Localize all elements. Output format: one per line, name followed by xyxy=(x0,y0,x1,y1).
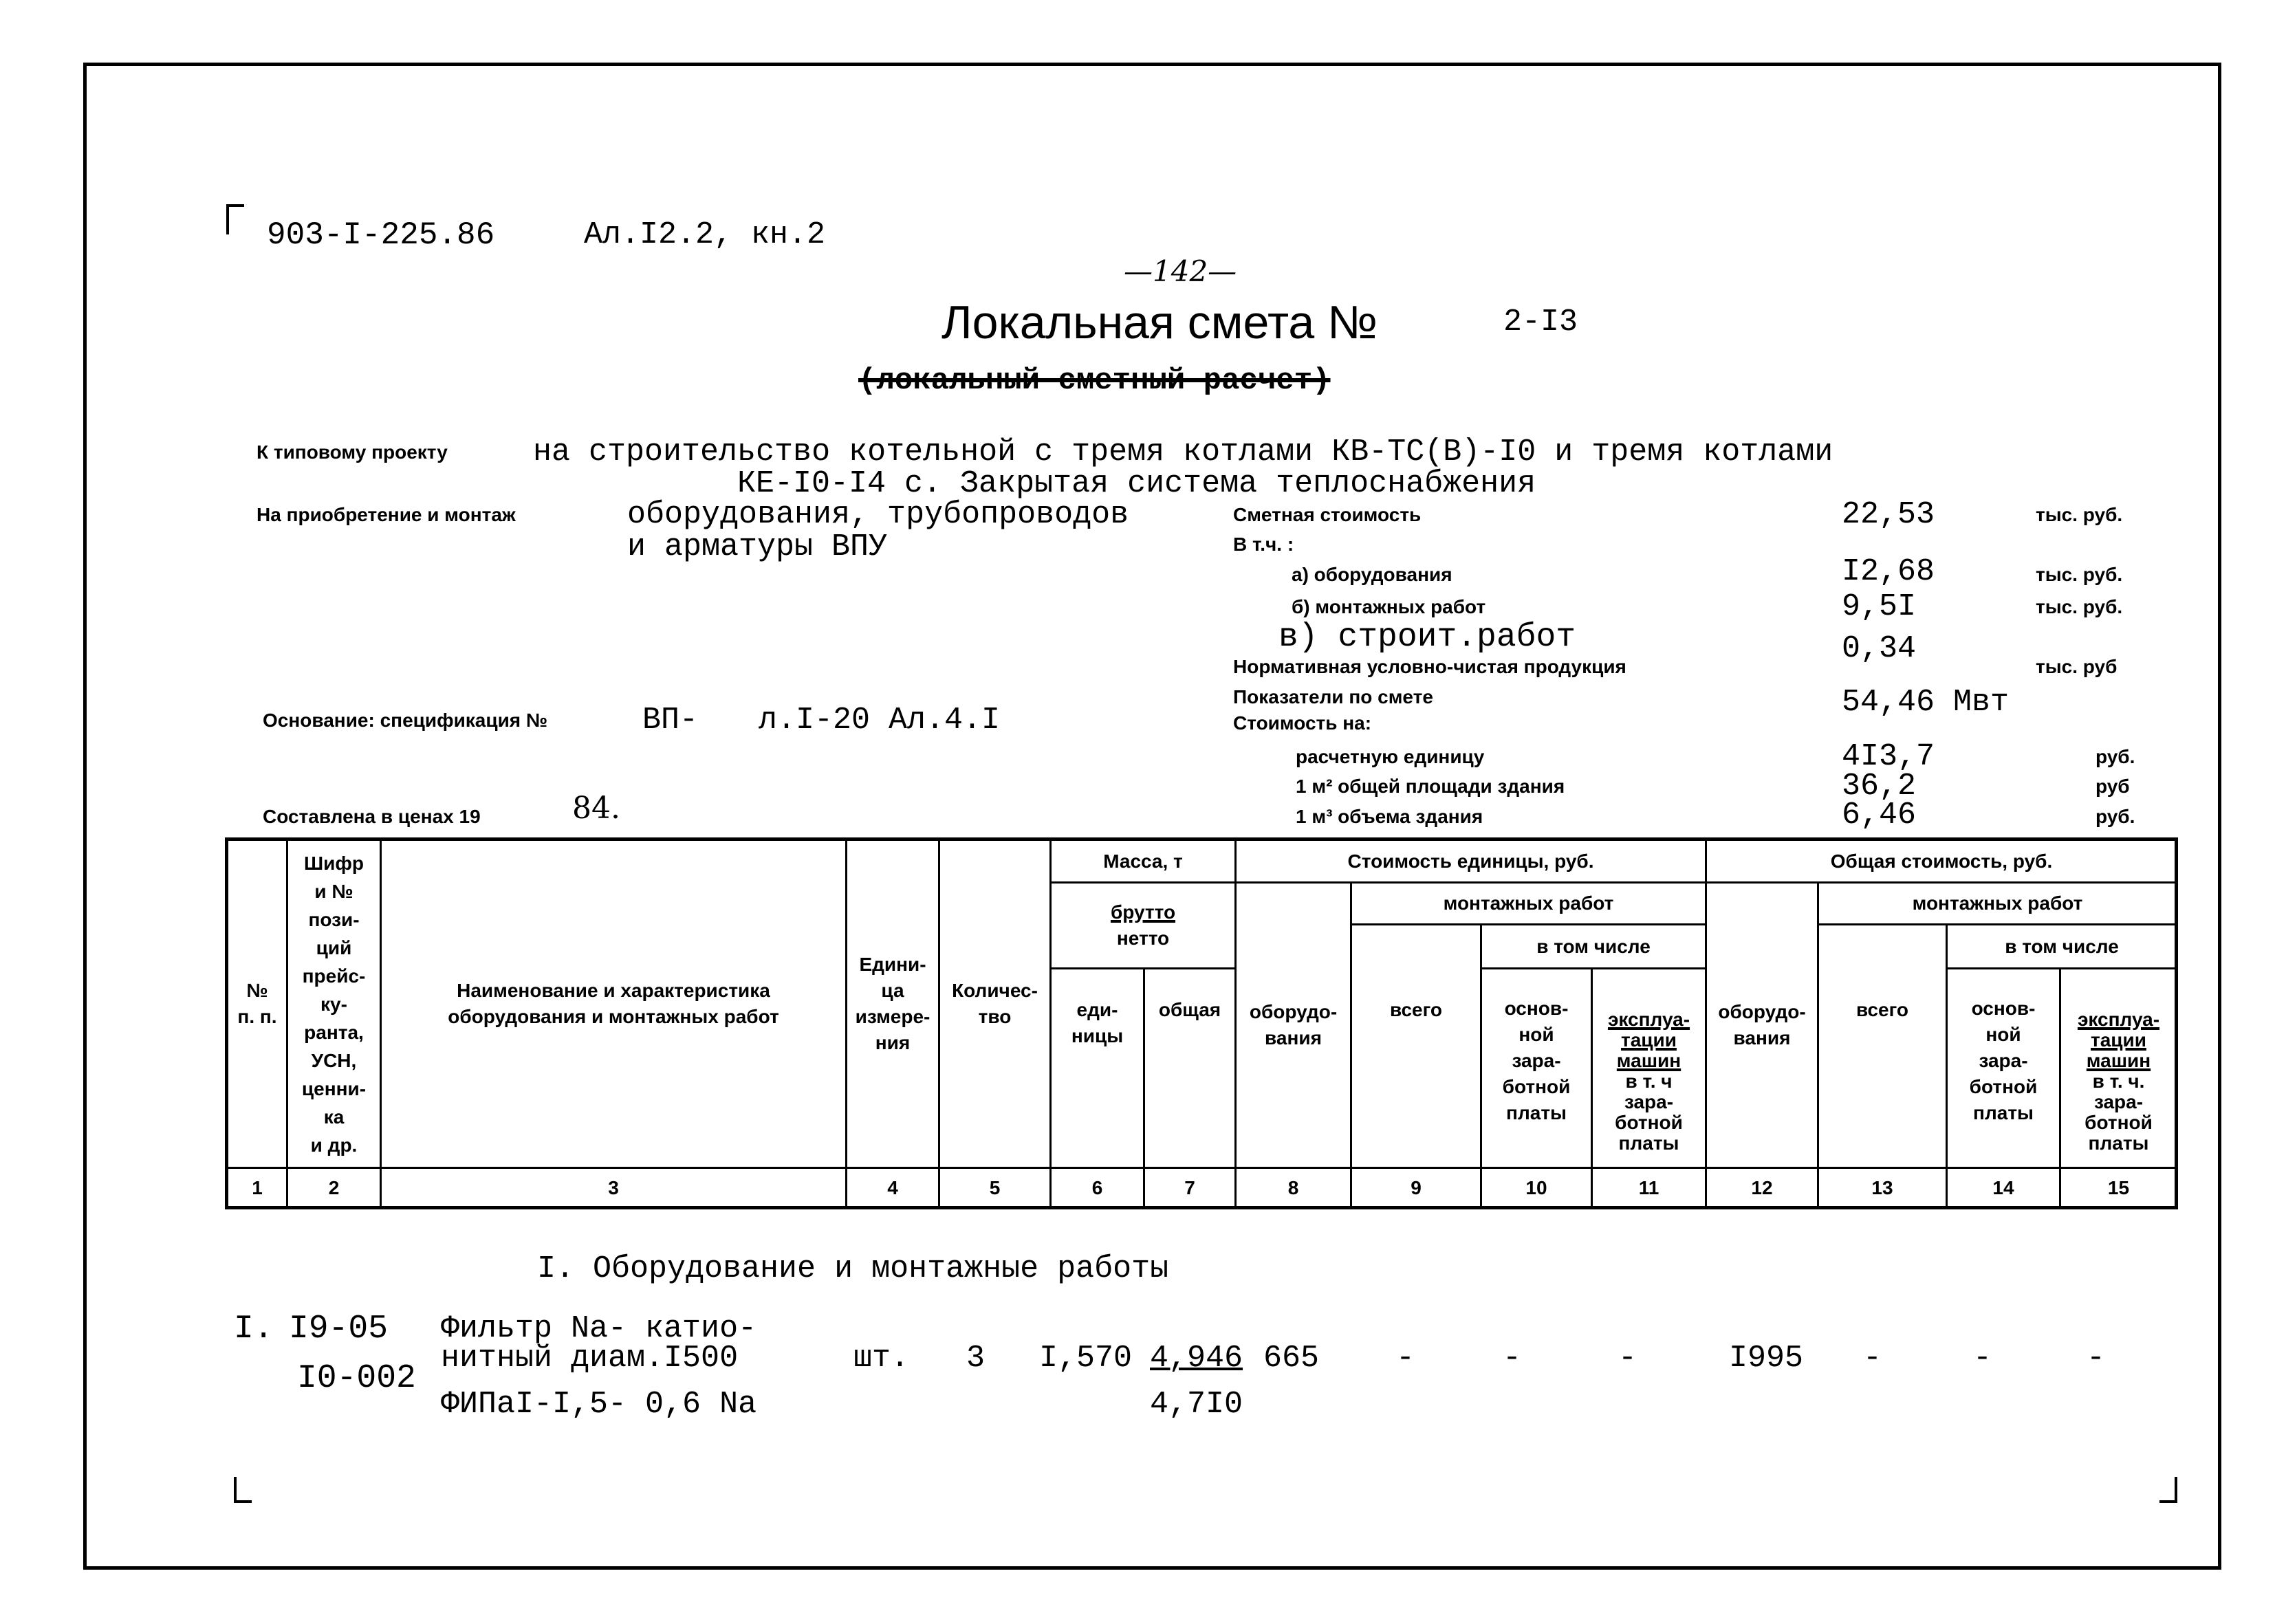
corner-mark-bottom-left xyxy=(234,1477,252,1503)
page-title: Локальная смета № xyxy=(941,296,1378,349)
basis-sheets: л.I-20 Ал.4.I xyxy=(759,703,1001,738)
row-code-1: I9-05 xyxy=(289,1310,389,1348)
row-num: I. xyxy=(234,1310,274,1348)
row-total-wage: - xyxy=(1973,1341,1992,1376)
estimate-number: 2-I3 xyxy=(1503,305,1578,340)
row-mass-unit: I,570 xyxy=(1039,1341,1133,1376)
purpose-label: На приобретение и монтаж xyxy=(257,504,516,525)
equipment-unit: тыс. руб. xyxy=(2036,564,2123,585)
net-production-unit: тыс. руб xyxy=(2036,656,2118,677)
row-unit-install-all: - xyxy=(1396,1341,1415,1376)
header-net: нетто xyxy=(1116,928,1170,949)
installation-label: б) монтажных работ xyxy=(1292,596,1486,617)
corner-mark-top-left xyxy=(226,204,244,234)
header-total-machines-wage: в т. ч. зара- ботной платы xyxy=(2084,1070,2153,1154)
installation-unit: тыс. руб. xyxy=(2036,596,2123,617)
purpose-line-1: оборудования, трубопроводов xyxy=(627,497,1129,532)
page-frame xyxy=(83,63,2221,1570)
header-total-cost: Общая стоимость, руб. xyxy=(1705,839,2178,884)
purpose-line-2: и арматуры ВПУ xyxy=(627,529,888,564)
page-number: —142— xyxy=(1124,254,1237,288)
construction-label: в) строит.работ xyxy=(1278,619,1576,656)
corner-mark-bottom-right xyxy=(2159,1477,2177,1503)
album-ref: Ал.I2.2, кн.2 xyxy=(584,217,826,252)
header-gross: брутто xyxy=(1110,901,1176,923)
including-label: В т.ч. : xyxy=(1233,534,1294,555)
doc-code: 903-I-225.86 xyxy=(267,217,495,253)
row-unit-machines: - xyxy=(1618,1341,1637,1376)
estimated-cost-value: 22,53 xyxy=(1842,497,1935,532)
basis-spec: ВП- xyxy=(642,703,699,738)
row-unit-wage: - xyxy=(1503,1341,1522,1376)
row-mass-total-net: 4,7I0 xyxy=(1150,1387,1243,1422)
row-qty: 3 xyxy=(966,1341,986,1376)
net-production-label: Нормативная условно-чистая продукция xyxy=(1233,656,1626,677)
basis-label: Основание: спецификация № xyxy=(263,710,548,731)
installation-value: 9,5I xyxy=(1842,589,1917,624)
section-title: I. Оборудование и монтажные работы xyxy=(537,1251,1169,1286)
per-m2-label: 1 м² общей площади здания xyxy=(1296,776,1565,797)
table-outer-border xyxy=(225,837,2178,1209)
per-unit-unit: руб. xyxy=(2096,746,2135,767)
per-m2-unit: руб xyxy=(2096,776,2130,797)
per-unit-value: 4I3,7 xyxy=(1842,739,1935,774)
per-m3-value: 6,46 xyxy=(1842,798,1917,833)
per-m3-label: 1 м³ объема здания xyxy=(1296,806,1483,827)
equipment-value: I2,68 xyxy=(1842,554,1935,589)
equipment-label: а) оборудования xyxy=(1292,564,1452,585)
header-unit: Едини- ца измере- ния xyxy=(845,839,940,1169)
struck-subtitle: (локальный сметный расчет) xyxy=(858,364,1331,398)
construction-value: 0,34 xyxy=(1842,631,1917,666)
row-mass-total-gross: 4,946 xyxy=(1150,1341,1243,1376)
row-name-3: ФИПаI-I,5- 0,6 Na xyxy=(441,1387,757,1422)
estimated-cost-unit: тыс. руб. xyxy=(2036,504,2123,525)
header-total-equipment: оборудо- вания xyxy=(1705,881,1819,1169)
cost-per-label: Стоимость на: xyxy=(1233,712,1372,734)
header-total-wage: основ- ной зара- ботной платы xyxy=(1946,967,2061,1169)
row-unit: шт. xyxy=(853,1341,910,1376)
project-line-2: КЕ-I0-I4 с. Закрытая система теплоснабже… xyxy=(737,466,1536,501)
row-total-equipment: I995 xyxy=(1729,1341,1804,1376)
row-total-install-all: - xyxy=(1863,1341,1882,1376)
row-total-machines: - xyxy=(2087,1341,2106,1376)
header-unit-machines-label: эксплуа- тации машин xyxy=(1607,1008,1690,1071)
per-m2-value: 36,2 xyxy=(1842,769,1917,804)
prices-year: 84. xyxy=(572,791,620,826)
row-code-2: I0-002 xyxy=(297,1360,416,1397)
row-unit-equipment: 665 xyxy=(1263,1341,1320,1376)
header-total-machines-label: эксплуа- тации машин xyxy=(2077,1008,2160,1071)
project-line-1: на строительство котельной с тремя котла… xyxy=(533,435,1833,470)
indicators-label: Показатели по смете xyxy=(1233,686,1433,707)
prices-label: Составлена в ценах 19 xyxy=(263,806,481,827)
project-label: К типовому проекту xyxy=(257,441,448,463)
header-unit-machines: эксплуа- тации машин в т. ч зара- ботной… xyxy=(1591,967,1707,1169)
row-name-1: Фильтр Na- катио- xyxy=(441,1311,757,1346)
indicators-value: 54,46 Мвт xyxy=(1842,685,2010,720)
per-unit-label: расчетную единицу xyxy=(1296,746,1485,767)
estimated-cost-label: Сметная стоимость xyxy=(1233,504,1422,525)
header-total-machines: эксплуа- тации машин в т. ч. зара- ботно… xyxy=(2059,967,2178,1169)
row-name-2: нитный диам.I500 xyxy=(441,1341,739,1376)
header-unit-machines-wage: в т. ч зара- ботной платы xyxy=(1615,1070,1683,1154)
per-m3-unit: руб. xyxy=(2096,806,2135,827)
